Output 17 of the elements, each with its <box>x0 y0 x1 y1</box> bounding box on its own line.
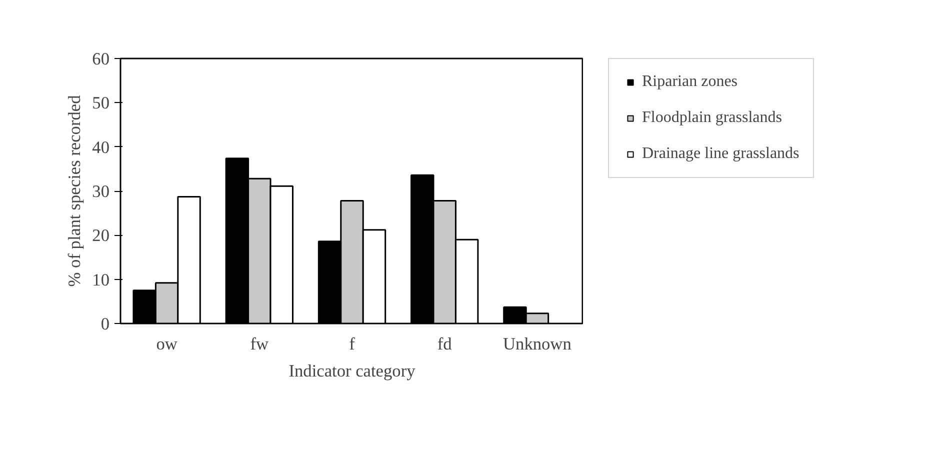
legend-label: Floodplain grasslands <box>642 109 782 127</box>
legend-label: Drainage line grasslands <box>642 145 800 163</box>
x-tick-label: f <box>349 334 356 354</box>
y-tick-label: 40 <box>92 138 110 157</box>
x-tick-label: ow <box>156 334 178 354</box>
y-axis-title: % of plant species recorded <box>65 94 84 287</box>
y-tick-label: 50 <box>92 94 110 113</box>
x-tick-label: fw <box>250 334 270 354</box>
y-tick-label: 0 <box>100 314 110 334</box>
y-tick-label: 60 <box>92 50 110 68</box>
x-tick-label: Unknown <box>503 334 572 354</box>
y-tick-label: 20 <box>92 226 110 246</box>
x-axis-title: Indicator category <box>288 362 416 380</box>
y-tick-label: 10 <box>92 270 110 290</box>
legend-label: Riparian zones <box>642 73 738 91</box>
x-tick-label: fd <box>437 334 452 354</box>
y-tick-label: 30 <box>92 182 110 201</box>
